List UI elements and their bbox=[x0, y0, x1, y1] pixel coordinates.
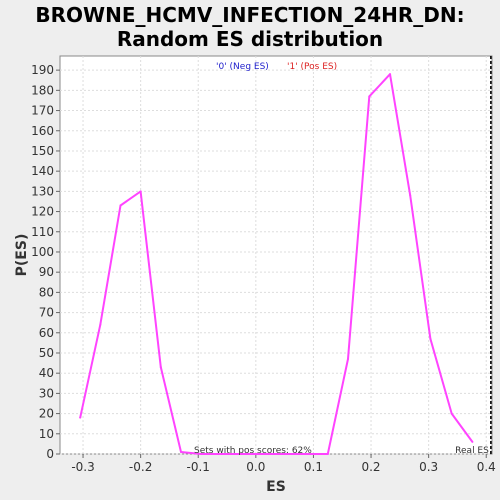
data-point bbox=[139, 190, 142, 193]
chart-title-line-2: Random ES distribution bbox=[117, 27, 383, 51]
y-tick-label: 40 bbox=[39, 366, 54, 380]
y-tick-label: 0 bbox=[46, 447, 54, 461]
y-tick-label: 160 bbox=[31, 124, 54, 138]
data-point bbox=[260, 453, 263, 455]
y-tick-label: 100 bbox=[31, 245, 54, 259]
data-point bbox=[99, 323, 102, 326]
data-point bbox=[79, 416, 82, 419]
y-tick-label: 20 bbox=[39, 407, 54, 421]
x-tick-label: -0.3 bbox=[71, 460, 94, 474]
y-axis-ticks: 0 10 20 30 40 50 60 70 80 90 100 110 120 130 140 150 160… bbox=[31, 63, 60, 461]
data-point bbox=[389, 73, 392, 76]
legend-neg-es: '0' (Neg ES) bbox=[216, 62, 269, 72]
data-point bbox=[347, 358, 349, 361]
y-tick-label: 180 bbox=[31, 83, 54, 97]
y-tick-label: 110 bbox=[31, 225, 54, 239]
x-tick-label: 0.2 bbox=[361, 460, 380, 474]
data-point bbox=[326, 453, 329, 455]
y-tick-label: 50 bbox=[39, 346, 54, 360]
pos-scores-annotation: Sets with pos scores: 62% bbox=[194, 446, 312, 456]
y-tick-label: 70 bbox=[39, 306, 54, 320]
real-es-label: Real ES bbox=[455, 446, 489, 456]
data-point bbox=[220, 453, 223, 455]
y-tick-label: 190 bbox=[31, 63, 54, 77]
data-point bbox=[179, 450, 182, 453]
data-point bbox=[450, 412, 453, 415]
data-point bbox=[119, 204, 122, 207]
y-tick-label: 30 bbox=[39, 386, 54, 400]
data-point bbox=[159, 366, 162, 369]
x-tick-label: -0.1 bbox=[187, 460, 210, 474]
chart-title-line-1: BROWNE_HCMV_INFECTION_24HR_DN: bbox=[35, 3, 464, 27]
y-tick-label: 80 bbox=[39, 285, 54, 299]
data-point bbox=[409, 194, 412, 197]
x-tick-label: 0.4 bbox=[477, 460, 496, 474]
data-point bbox=[368, 95, 371, 98]
series-line bbox=[79, 73, 474, 455]
y-tick-label: 140 bbox=[31, 164, 54, 178]
x-tick-label: 0.3 bbox=[419, 460, 438, 474]
y-tick-label: 60 bbox=[39, 326, 54, 340]
x-tick-label: 0.1 bbox=[304, 460, 323, 474]
y-tick-label: 150 bbox=[31, 144, 54, 158]
x-tick-label: 0.0 bbox=[246, 460, 265, 474]
x-axis-ticks: -0.3 -0.2 -0.1 0.0 0.1 0.2 0.3 0.4 bbox=[71, 454, 496, 474]
legend-pos-es: '1' (Pos ES) bbox=[287, 62, 337, 72]
y-tick-label: 130 bbox=[31, 184, 54, 198]
data-point bbox=[429, 337, 432, 340]
data-point bbox=[471, 440, 474, 443]
y-axis-label: P(ES) bbox=[14, 234, 30, 277]
data-point bbox=[240, 453, 243, 455]
data-point bbox=[300, 453, 303, 455]
plot-area bbox=[59, 55, 493, 455]
y-tick-label: 90 bbox=[39, 265, 54, 279]
data-point bbox=[200, 453, 203, 455]
grid bbox=[60, 56, 492, 455]
x-axis-label: ES bbox=[266, 479, 286, 495]
x-tick-label: -0.2 bbox=[129, 460, 152, 474]
y-tick-label: 120 bbox=[31, 205, 54, 219]
y-tick-label: 10 bbox=[39, 427, 54, 441]
y-tick-label: 170 bbox=[31, 104, 54, 118]
series-layer bbox=[79, 73, 474, 455]
data-point bbox=[280, 453, 283, 455]
